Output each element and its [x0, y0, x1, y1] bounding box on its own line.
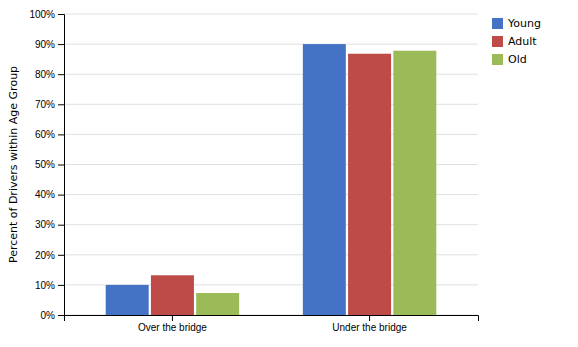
tick-mark [58, 255, 64, 256]
tick: 100% [29, 9, 64, 20]
series [106, 44, 346, 315]
tick-label: 20% [35, 250, 55, 261]
bar [151, 275, 194, 315]
tick: Over the bridge [138, 315, 207, 333]
legend-item: Young [492, 17, 541, 30]
series [196, 51, 436, 315]
tick-label: 50% [35, 159, 55, 170]
tick-mark [58, 14, 64, 15]
legend-label: Old [508, 53, 527, 66]
tick: 50% [35, 159, 64, 170]
tick-mark [58, 225, 64, 226]
bar [348, 54, 391, 315]
bars [106, 44, 437, 315]
chart: 0% 10% 20% 30% 40% 50% 60% 70% 80% 90% 100% Over th… [0, 0, 578, 347]
bar [196, 293, 239, 315]
legend-label: Adult [508, 35, 537, 48]
bar [106, 285, 149, 315]
tick-mark [58, 165, 64, 166]
bar [393, 51, 436, 315]
tick: 0% [41, 310, 64, 321]
tick: 70% [35, 99, 64, 110]
plot: 0% 10% 20% 30% 40% 50% 60% 70% 80% 90% 100% Over th… [29, 9, 478, 333]
tick-mark [58, 285, 64, 286]
tick: 90% [35, 39, 64, 50]
axis-line [58, 15, 65, 316]
legend-label: Young [507, 17, 541, 30]
tick-label: 10% [35, 280, 55, 291]
tick-mark [172, 315, 173, 321]
legend-item: Adult [492, 35, 537, 48]
legend-swatch [492, 36, 503, 47]
tick-label: 30% [35, 219, 55, 230]
tick-label: Under the bridge [332, 322, 407, 333]
tick: 10% [35, 280, 64, 291]
legend-item: Old [492, 53, 527, 66]
tick-label: 100% [29, 9, 55, 20]
tick: 20% [35, 250, 64, 261]
tick-mark [58, 195, 64, 196]
y-axis-title: Percent of Drivers within Age Group [7, 66, 20, 263]
x-axis: Over the bridge Under the bridge [65, 315, 479, 333]
tick-mark [58, 315, 64, 316]
legend-swatch [492, 18, 503, 29]
series [151, 54, 391, 315]
tick: 80% [35, 69, 64, 80]
tick-label: 60% [35, 129, 55, 140]
grid [64, 14, 478, 315]
axis-line [65, 316, 479, 322]
grid-line [64, 44, 478, 45]
tick: 40% [35, 189, 64, 200]
tick: 60% [35, 129, 64, 140]
tick-mark [58, 104, 64, 105]
tick-mark [58, 134, 64, 135]
tick-label: 70% [35, 99, 55, 110]
legend-swatch [492, 54, 503, 65]
tick-mark [369, 315, 370, 321]
tick: Under the bridge [332, 315, 407, 333]
tick-label: Over the bridge [138, 322, 207, 333]
tick-label: 80% [35, 69, 55, 80]
bar [303, 44, 346, 315]
tick: 30% [35, 219, 64, 230]
y-axis: 0% 10% 20% 30% 40% 50% 60% 70% 80% 90% 100% [29, 9, 64, 321]
tick-mark [58, 74, 64, 75]
tick-label: 90% [35, 39, 55, 50]
tick-label: 0% [41, 310, 56, 321]
legend: Young Adult Old [492, 17, 541, 66]
grid-line [64, 14, 478, 15]
tick-mark [58, 44, 64, 45]
tick-label: 40% [35, 189, 55, 200]
